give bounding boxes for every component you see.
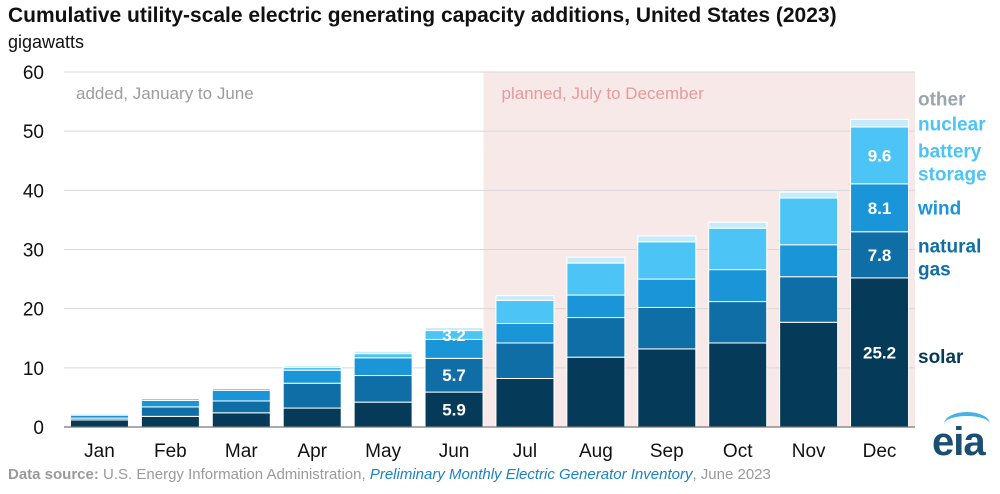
x-tick-label-aug: Aug [579, 441, 613, 462]
data-label-dec-natural-gas: 7.8 [868, 246, 892, 265]
bar-oct-solar [708, 342, 768, 428]
bar-may-natural-gas [353, 375, 413, 403]
data-label-jun-battery-storage: 3.2 [442, 326, 466, 345]
bar-feb-other [140, 397, 200, 400]
x-tick-label-apr: Apr [297, 441, 327, 462]
bar-jun-other [424, 327, 484, 332]
x-tick-label-jan: Jan [84, 441, 115, 462]
bar-oct-natural-gas [708, 301, 768, 344]
bar-dec-solar [850, 277, 910, 428]
bar-may-solar [353, 401, 413, 428]
bar-mar-other [211, 386, 271, 390]
bar-sep-natural-gas [637, 306, 697, 350]
y-tick-label-30: 30 [23, 241, 44, 262]
bar-may-other [353, 350, 413, 355]
bar-aug-other [566, 256, 626, 264]
legend-label-other-0: other [918, 90, 966, 111]
bar-jan-other [69, 412, 129, 415]
bar-dec-battery-storage [850, 126, 910, 185]
data-label-dec-solar: 25.2 [863, 343, 896, 362]
bar-aug-solar [566, 356, 626, 428]
x-tick-label-mar: Mar [225, 441, 258, 462]
bar-apr-solar [282, 407, 342, 428]
bar-sep-other [637, 235, 697, 243]
bar-feb-wind [140, 399, 200, 408]
bar-jul-solar [495, 377, 555, 428]
bar-may-wind [353, 357, 413, 377]
source-link[interactable]: Preliminary Monthly Electric Generator I… [369, 466, 693, 483]
bar-aug-natural-gas [566, 317, 626, 358]
y-tick-label-20: 20 [23, 300, 44, 321]
data-label-dec-wind: 8.1 [868, 199, 892, 218]
bar-oct-battery-storage [708, 227, 768, 271]
y-tick-label-40: 40 [23, 181, 44, 202]
legend-label-solar-0: solar [918, 347, 964, 368]
bar-dec-natural-gas [850, 231, 910, 279]
bar-sep-solar [637, 348, 697, 428]
bar-dec-wind [850, 183, 910, 233]
bar-feb-natural-gas [140, 406, 200, 417]
x-tick-label-sep: Sep [650, 441, 684, 462]
x-tick-label-dec: Dec [863, 441, 897, 462]
eia-logo: eia [932, 420, 986, 464]
data-label-jun-solar: 5.9 [442, 401, 466, 420]
bar-nov-battery-storage [779, 197, 839, 246]
bar-may-battery-storage [353, 353, 413, 359]
bar-mar-wind [211, 389, 271, 402]
bar-jul-wind [495, 322, 555, 344]
bar-aug-wind [566, 294, 626, 319]
legend-label-natural-gas-0: natural [918, 237, 981, 258]
bar-nov-wind [779, 244, 839, 278]
bar-nov-other [779, 191, 839, 199]
y-tick-label-50: 50 [23, 122, 44, 143]
legend-label-battery-storage-1: storage [918, 164, 987, 185]
bar-apr-natural-gas [282, 382, 342, 409]
bar-aug-battery-storage [566, 262, 626, 296]
data-label-jun-natural-gas: 5.7 [442, 366, 466, 385]
bar-feb-solar [140, 415, 200, 428]
chart-title: Cumulative utility-scale electric genera… [8, 4, 837, 27]
bar-jul-battery-storage [495, 299, 555, 324]
bar-mar-solar [211, 412, 271, 428]
legend-label-natural-gas-1: gas [918, 260, 951, 281]
bar-jul-natural-gas [495, 342, 555, 379]
x-tick-label-may: May [365, 441, 401, 462]
region-label-added: added, January to June [76, 84, 254, 103]
data-label-dec-battery-storage: 9.6 [868, 146, 892, 165]
x-tick-label-jun: Jun [439, 441, 470, 462]
bar-jan-solar [69, 419, 129, 428]
bar-nov-solar [779, 321, 839, 428]
legend-label-nuclear-0: nuclear [918, 114, 986, 135]
bar-sep-battery-storage [637, 241, 697, 280]
eia-logo-arc [944, 412, 990, 436]
unit-label: gigawatts [8, 32, 85, 52]
region-label-planned: planned, July to December [502, 84, 705, 103]
bar-sep-wind [637, 278, 697, 308]
x-tick-label-oct: Oct [723, 441, 753, 462]
bar-apr-wind [282, 369, 342, 384]
y-tick-label-10: 10 [23, 359, 44, 380]
x-tick-label-jul: Jul [513, 441, 537, 462]
x-tick-label-nov: Nov [792, 441, 826, 462]
legend-label-battery-storage-0: battery [918, 141, 982, 162]
y-tick-label-60: 60 [23, 63, 44, 84]
bar-oct-wind [708, 269, 768, 303]
bar-nov-natural-gas [779, 276, 839, 323]
data-source: Data source: U.S. Energy Information Adm… [8, 466, 771, 483]
bar-apr-other [282, 364, 342, 368]
bar-mar-natural-gas [211, 400, 271, 414]
y-tick-label-0: 0 [33, 418, 44, 439]
bar-oct-other [708, 221, 768, 229]
bar-jul-other [495, 295, 555, 301]
x-tick-label-feb: Feb [154, 441, 187, 462]
legend-label-wind-0: wind [917, 198, 961, 219]
bar-dec-other [850, 118, 910, 128]
